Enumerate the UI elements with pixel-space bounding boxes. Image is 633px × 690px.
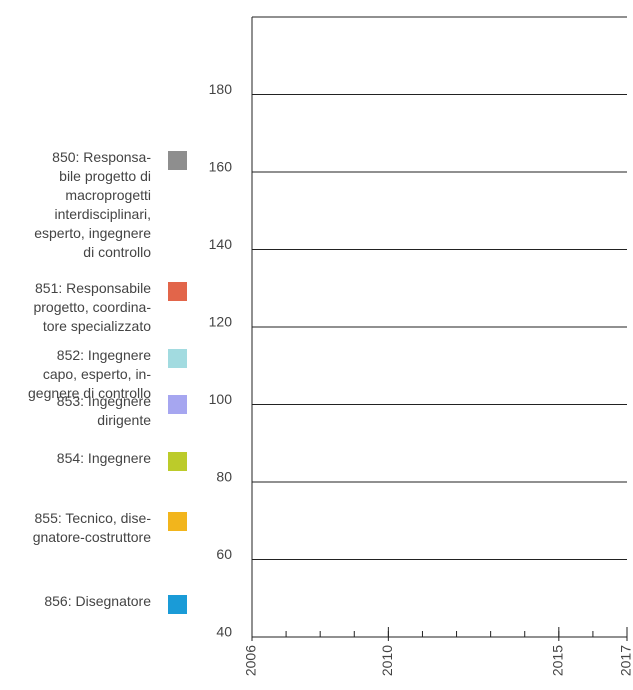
x-tick-label: 2015 (550, 645, 566, 676)
x-tick-label: 2006 (243, 645, 259, 676)
y-tick-label: 40 (216, 624, 232, 640)
y-tick-label: 80 (216, 469, 232, 485)
legend-label: 854: Ingegnere (56, 450, 151, 466)
legend-swatch (168, 452, 187, 471)
y-tick-label: 100 (209, 391, 233, 407)
y-tick-label: 140 (209, 236, 233, 252)
y-tick-label: 180 (209, 81, 233, 97)
legend-swatch (168, 595, 187, 614)
legend-swatch (168, 512, 187, 531)
legend-label: 855: Tecnico, dise- gnatore-costruttore (32, 510, 151, 545)
x-tick-label: 2017 (618, 645, 633, 676)
legend-label: 853: Ingegnere dirigente (56, 393, 151, 428)
legend-swatch (168, 282, 187, 301)
y-tick-label: 160 (209, 159, 233, 175)
legend-label: 850: Responsa- bile progetto di macropro… (34, 149, 151, 260)
legend-swatch (168, 151, 187, 170)
x-tick-label: 2010 (379, 645, 395, 676)
y-tick-label: 120 (209, 314, 233, 330)
legend-label: 852: Ingegnere capo, esperto, in- gegner… (28, 347, 151, 401)
legend-label: 856: Disegnatore (44, 593, 151, 609)
legend-swatch (168, 395, 187, 414)
y-tick-label: 60 (216, 546, 232, 562)
legend-swatch (168, 349, 187, 368)
legend-label: 851: Responsabile progetto, coordina- to… (33, 280, 151, 334)
